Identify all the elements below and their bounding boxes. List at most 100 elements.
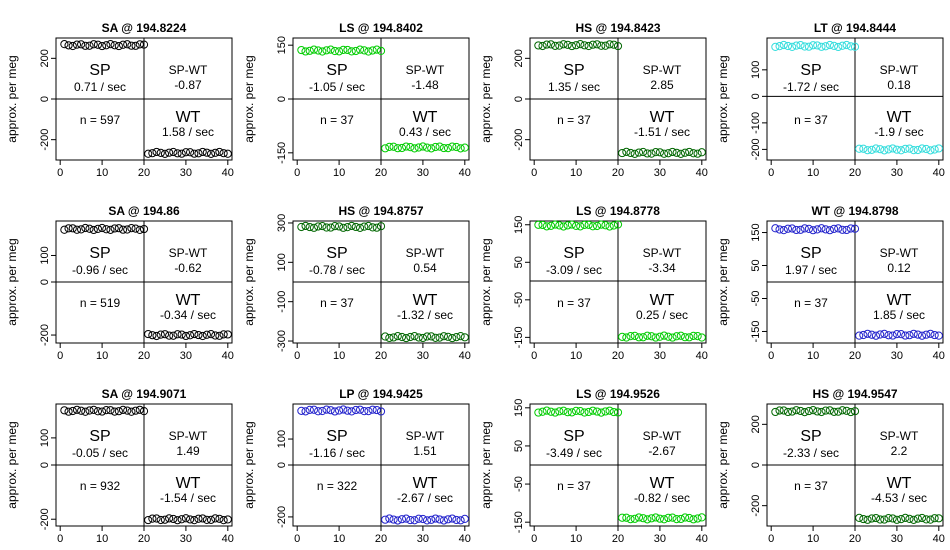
sp-rate: -0.78 / sec bbox=[309, 263, 365, 277]
y-axis-label: approx. per meg bbox=[242, 421, 256, 508]
spwt-label: SP-WT bbox=[880, 246, 919, 260]
y-tick-label: -200 bbox=[750, 138, 762, 160]
data-point bbox=[148, 149, 157, 158]
chart-svg: WT @ 194.8798 approx. per meg 0 10 20 30 40 -15… bbox=[716, 204, 945, 362]
data-point bbox=[397, 515, 407, 524]
chart-panel: HS @ 194.9547 approx. per meg 0 10 20 30 40 -20… bbox=[711, 366, 948, 549]
x-tick-label: 0 bbox=[294, 350, 300, 362]
data-point bbox=[127, 223, 136, 233]
data-point bbox=[834, 42, 843, 52]
data-point bbox=[339, 405, 348, 414]
data-point bbox=[850, 224, 860, 233]
data-point bbox=[123, 225, 132, 234]
y-tick-label: -150 bbox=[276, 142, 288, 164]
data-point bbox=[829, 407, 839, 416]
data-point bbox=[672, 514, 681, 524]
data-point bbox=[148, 331, 157, 340]
y-tick-label: -50 bbox=[750, 291, 762, 307]
data-point bbox=[414, 333, 423, 342]
data-point bbox=[144, 149, 153, 158]
data-point bbox=[360, 46, 369, 55]
data-point bbox=[659, 149, 669, 158]
data-point bbox=[81, 41, 90, 50]
data-point bbox=[901, 513, 910, 523]
x-tick-label: 0 bbox=[531, 167, 537, 179]
data-point bbox=[846, 407, 855, 417]
x-tick-label: 10 bbox=[807, 350, 819, 362]
y-tick-label: 200 bbox=[39, 49, 51, 67]
y-tick-label: 0 bbox=[276, 96, 288, 102]
data-point bbox=[551, 41, 560, 50]
data-point bbox=[775, 225, 784, 234]
data-point bbox=[775, 42, 784, 51]
data-point bbox=[580, 220, 589, 230]
data-point bbox=[584, 407, 593, 417]
data-point bbox=[618, 332, 627, 341]
data-point bbox=[825, 40, 834, 50]
data-point bbox=[223, 149, 232, 158]
data-point bbox=[647, 514, 656, 523]
x-tick-label: 20 bbox=[138, 167, 150, 179]
data-point bbox=[322, 223, 331, 232]
data-point bbox=[796, 225, 805, 234]
data-point bbox=[825, 406, 834, 415]
x-tick-label: 0 bbox=[768, 533, 774, 545]
data-point bbox=[185, 331, 195, 340]
data-point bbox=[888, 144, 897, 153]
spwt-label: SP-WT bbox=[169, 246, 208, 260]
data-point bbox=[406, 143, 415, 152]
data-point bbox=[414, 514, 423, 523]
data-point bbox=[206, 515, 216, 524]
spwt-label: SP-WT bbox=[169, 429, 208, 443]
data-point bbox=[551, 220, 560, 229]
data-point bbox=[301, 47, 310, 56]
n-label: n = 37 bbox=[320, 296, 354, 310]
data-point bbox=[318, 221, 327, 231]
data-point bbox=[693, 514, 702, 523]
data-point bbox=[567, 408, 577, 417]
data-point bbox=[838, 225, 847, 234]
data-point bbox=[118, 225, 128, 234]
sp-rate: -2.33 / sec bbox=[783, 446, 839, 460]
x-tick-label: 30 bbox=[891, 533, 903, 545]
x-tick-label: 30 bbox=[654, 167, 666, 179]
data-point bbox=[605, 40, 614, 49]
data-point bbox=[368, 46, 377, 55]
x-tick-label: 20 bbox=[612, 167, 624, 179]
data-point bbox=[829, 41, 839, 50]
data-point bbox=[439, 516, 448, 525]
y-tick-label: 0 bbox=[750, 93, 762, 99]
data-point bbox=[448, 514, 457, 523]
y-tick-label: 100 bbox=[750, 61, 762, 79]
y-tick-label: -200 bbox=[39, 129, 51, 151]
y-axis-label: approx. per meg bbox=[242, 238, 256, 325]
data-point bbox=[427, 515, 436, 524]
data-point bbox=[135, 225, 144, 235]
y-tick-label: -200 bbox=[513, 129, 525, 151]
data-point bbox=[326, 45, 335, 54]
data-point bbox=[135, 40, 144, 49]
data-point bbox=[668, 333, 677, 342]
data-point bbox=[165, 148, 174, 157]
data-point bbox=[630, 149, 639, 158]
data-point bbox=[639, 514, 648, 523]
data-point bbox=[114, 224, 123, 233]
data-point bbox=[668, 147, 677, 157]
data-point bbox=[926, 515, 935, 524]
data-point bbox=[376, 222, 386, 231]
data-point bbox=[639, 333, 648, 342]
data-point bbox=[443, 332, 453, 341]
data-point bbox=[859, 330, 868, 340]
data-point bbox=[934, 331, 943, 340]
chart-svg: LT @ 194.8444 approx. per meg 0 10 20 30 40 -20… bbox=[716, 21, 945, 179]
data-point bbox=[651, 513, 660, 522]
data-point bbox=[385, 142, 394, 151]
y-tick-label: 200 bbox=[750, 415, 762, 433]
data-point bbox=[559, 40, 568, 49]
data-point bbox=[934, 144, 943, 153]
data-point bbox=[223, 515, 232, 524]
data-point bbox=[884, 513, 893, 523]
wt-rate: -1.51 / sec bbox=[634, 125, 690, 139]
data-point bbox=[813, 41, 822, 50]
y-tick-label: -50 bbox=[513, 292, 525, 308]
